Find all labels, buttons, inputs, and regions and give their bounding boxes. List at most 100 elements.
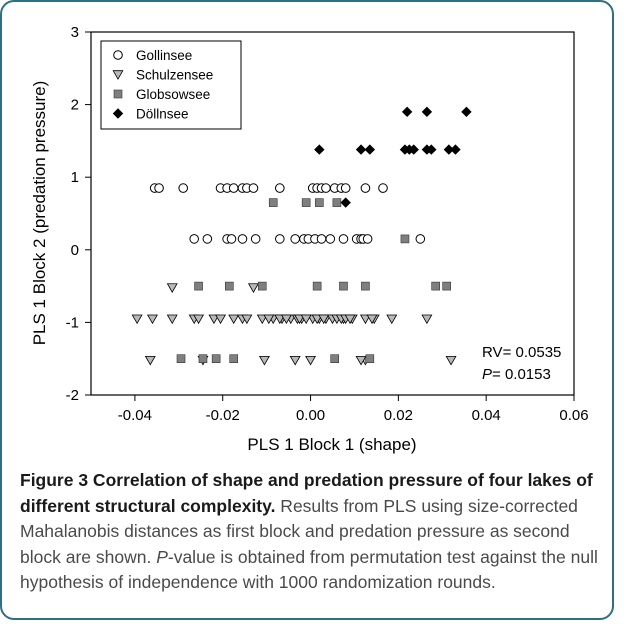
data-point [228,183,239,193]
data-point [154,183,164,193]
data-point [330,354,339,364]
x-tick-label: 0.06 [559,407,588,424]
data-point [338,234,349,244]
data-point [365,354,375,364]
data-point [289,355,301,366]
rv-annotation: RV= 0.0535 [482,344,561,361]
y-tick-label: 0 [71,242,79,259]
data-point [340,183,351,193]
data-point [263,314,275,325]
data-point [193,314,205,325]
data-point [311,314,323,325]
data-point [256,314,268,325]
y-tick-label: 2 [71,97,79,114]
legend-marker-icon [112,108,124,119]
p-annotation-value: = 0.0153 [492,366,551,383]
data-point [166,283,178,293]
legend-entry: Globsowsee [136,87,210,102]
data-point [166,314,178,325]
data-point [208,314,220,325]
data-point [241,314,253,325]
data-point [344,314,356,325]
data-point [340,197,351,208]
caption-p-italic: P [156,546,168,567]
p-annotation-p: P [482,366,492,383]
x-axis-ticks: -0.04 -0.02 0.00 0.02 0.04 0.06 [118,395,589,424]
data-point [202,234,213,244]
data-point [360,183,371,193]
data-point [315,198,324,207]
data-point [275,183,285,193]
legend-marker-icon [112,70,124,80]
series-d-llnsee [314,106,472,208]
plot-area [90,31,575,396]
data-point [215,314,227,325]
data-point [131,314,143,325]
x-tick-label: 0.00 [296,407,325,424]
legend: Gollinsee Schulzensee Globsowsee Döllnsee [100,40,242,130]
data-point [421,106,433,118]
data-point [400,234,410,244]
legend-marker-icon [113,50,123,60]
series-globsowsee [176,198,451,364]
data-point [316,234,327,244]
data-point [386,314,398,325]
data-point [268,198,278,207]
data-point [146,314,158,325]
y-axis-ticks: -2 -1 0 1 2 3 [66,24,91,404]
scatter-chart: -0.04 -0.02 0.00 0.02 0.04 0.06 -2 -1 0 1 2 3 Goll… [30,24,589,454]
series-schulzensee [131,283,457,366]
data-point [314,144,325,155]
figure-caption: Figure 3 Correlation of shape and predat… [20,468,600,596]
data-point [275,234,285,244]
data-point [421,314,433,325]
data-point [431,281,440,291]
data-point [401,106,413,118]
x-axis-label: PLS 1 Block 1 (shape) [247,435,416,454]
y-tick-label: -2 [66,387,79,404]
data-point [211,354,221,364]
x-tick-label: 0.04 [472,407,501,424]
data-point [445,355,457,366]
data-point [250,234,261,244]
series-gollinsee [149,183,426,244]
data-point [280,314,292,325]
data-point [194,281,203,291]
data-point [362,234,373,244]
x-tick-label: 0.02 [384,407,413,424]
y-axis-label: PLS 1 Block 2 (predation pressure) [30,81,49,346]
data-point [258,355,270,366]
data-point [355,355,367,366]
data-points [131,106,472,366]
data-point [355,144,367,155]
data-point [339,281,348,291]
data-point [225,281,234,291]
legend-entry: Gollinsee [136,48,192,63]
y-tick-label: -1 [66,314,79,331]
data-point [321,183,331,193]
data-point [332,198,342,207]
data-point [305,355,317,366]
data-point [248,183,259,193]
legend-entry: Schulzensee [136,68,213,83]
data-point [366,314,378,325]
data-point [290,234,300,244]
data-point [450,144,461,155]
data-point [426,144,437,155]
data-point [257,281,267,291]
data-point [176,354,186,364]
data-point [198,354,208,364]
legend-marker-icon [113,89,123,99]
data-point [325,234,336,244]
caption-tail: -value is obtained from permutation test… [20,546,598,593]
data-point [443,144,455,155]
legend-box [100,40,242,130]
data-point [442,281,451,291]
data-point [361,281,370,291]
data-point [189,234,199,244]
data-point [300,314,312,325]
x-tick-label: -0.04 [118,407,152,424]
p-annotation: P= 0.0153 [482,366,551,383]
data-point [247,283,259,293]
data-point [318,314,330,325]
